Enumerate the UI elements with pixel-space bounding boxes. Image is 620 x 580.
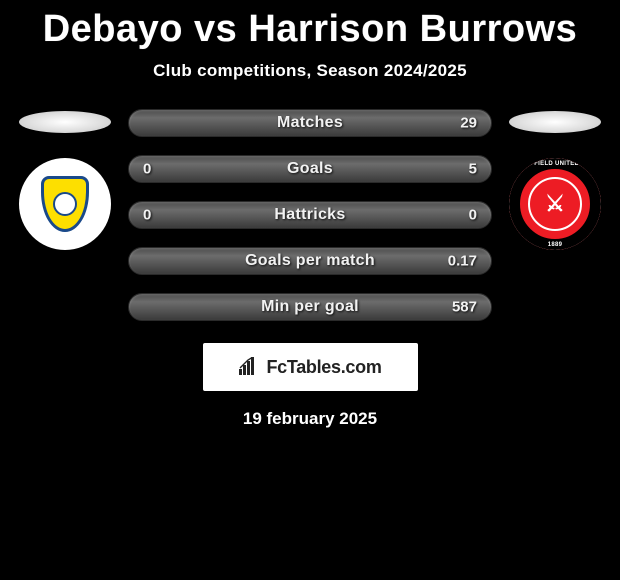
stat-label: Hattricks: [274, 206, 345, 224]
stat-right-value: 587: [452, 299, 477, 316]
stat-bar-matches: Matches 29: [128, 109, 492, 137]
date-text: 19 february 2025: [0, 409, 620, 429]
stat-right-value: 29: [460, 115, 477, 132]
stat-label: Min per goal: [261, 298, 359, 316]
left-club-crest: [19, 158, 111, 250]
left-club-column: [10, 109, 120, 250]
season-subtitle: Club competitions, Season 2024/2025: [0, 61, 620, 81]
stat-bar-goals-per-match: Goals per match 0.17: [128, 247, 492, 275]
comparison-row: Matches 29 0 Goals 5 0 Hattricks 0 Goals…: [0, 109, 620, 321]
right-club-crest: SHEFFIELD UNITED F.C. ⚔ 1889: [509, 158, 601, 250]
swords-icon: ⚔: [545, 191, 565, 217]
stat-bar-goals: 0 Goals 5: [128, 155, 492, 183]
stat-left-value: 0: [143, 207, 151, 224]
ball-icon: [53, 192, 77, 216]
page-title: Debayo vs Harrison Burrows: [0, 0, 620, 51]
shield-icon: [41, 176, 89, 232]
stat-right-value: 5: [469, 161, 477, 178]
stat-right-value: 0: [469, 207, 477, 224]
stat-left-value: 0: [143, 161, 151, 178]
bar-chart-icon: [238, 357, 260, 377]
stat-bar-min-per-goal: Min per goal 587: [128, 293, 492, 321]
stat-label: Goals: [287, 160, 333, 178]
crest-bottom-text: 1889: [509, 242, 601, 248]
stat-bar-hattricks: 0 Hattricks 0: [128, 201, 492, 229]
right-ellipse: [509, 111, 601, 133]
crest-top-text: SHEFFIELD UNITED F.C.: [509, 161, 601, 167]
stat-right-value: 0.17: [448, 253, 477, 270]
stat-label: Goals per match: [245, 252, 375, 270]
brand-badge: FcTables.com: [203, 343, 418, 391]
brand-label: FcTables.com: [266, 357, 381, 378]
stats-column: Matches 29 0 Goals 5 0 Hattricks 0 Goals…: [120, 109, 500, 321]
left-ellipse: [19, 111, 111, 133]
stat-label: Matches: [277, 114, 343, 132]
right-club-column: SHEFFIELD UNITED F.C. ⚔ 1889: [500, 109, 610, 250]
